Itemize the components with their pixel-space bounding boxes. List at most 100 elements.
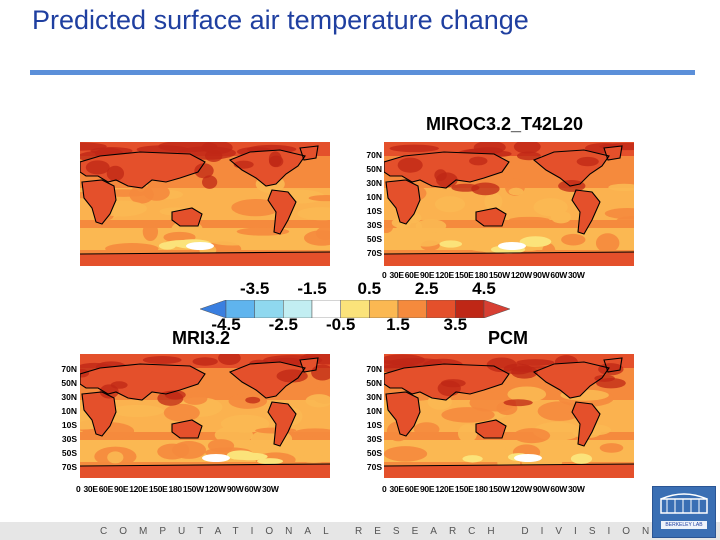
coastline [532,149,610,187]
field-blob [308,195,330,202]
land-warming [384,464,634,478]
field-blob [550,210,572,224]
land-warming [82,180,116,224]
title-rule [30,70,695,75]
field-blob [508,216,550,223]
field-blob-arctic [389,144,439,153]
land-warming [172,208,202,226]
field-blob [608,183,634,192]
coastline [384,151,510,189]
panel-title-miroc: MIROC3.2_T42L20 [426,114,584,134]
coastline [171,419,203,439]
field-blob-arctic [473,142,506,154]
land-warming [534,362,609,398]
map-panel-mri [80,354,330,478]
field-low-spot [570,453,593,464]
field-blob [300,454,328,463]
land-hotspot [471,182,500,196]
field-blob [80,230,107,238]
coastline [81,391,117,437]
land-warming [80,252,330,266]
colorbar-extend-high [483,299,511,319]
field-blob [297,207,330,221]
land-hotspot [157,390,184,406]
field-min-spot [514,454,542,462]
footer-bar [0,522,720,540]
lat-axis-pcm: 70N 50N 30N 10N 10S 30S 50S 70S [366,364,382,472]
colorbar-label: -4.5 [211,315,241,334]
colorbar-label: -0.5 [326,315,356,334]
field-blob [142,222,159,242]
field-blob-arctic [192,357,218,366]
map-svg [80,354,330,478]
lat-axis-mri: 70N 50N 30N 10N 10S 30S 50S 70S [61,364,77,472]
field-blob [384,446,428,462]
colorbar-label: 2.5 [414,279,439,298]
field-blob [384,220,394,234]
field-blob [595,233,620,253]
field-blob [434,196,466,213]
field-blob [105,243,159,255]
field-blob [507,386,547,403]
coastline-antarctica [80,251,330,255]
field-low-spot [226,450,255,460]
field-blob [457,424,478,443]
land-warming [172,420,202,438]
land-hotspot [233,160,254,169]
land-warming [230,150,305,186]
field-low-spot [257,458,284,465]
logo-caption: BERKELEY LAB [661,521,707,529]
lat-axis-miroc: 70N 50N 30N 10N 10S 30S 50S 70S [366,150,382,258]
land-hotspot [204,150,223,162]
lon-axis-miroc: 0 30E60E90E120E150E180150W120W90W60W30W [382,270,585,280]
field-blob-arctic [516,151,541,161]
field-blob [604,208,634,220]
land-hotspot [85,160,110,175]
lon-axis-mri: 0 30E60E90E120E150E180150W120W90W60W30W [76,484,279,494]
coastline [385,179,421,225]
field-low-spot [158,242,176,250]
land-hotspot [486,357,517,373]
map-svg [384,354,634,478]
field-blob [163,403,200,422]
field-blob [561,233,586,246]
field-blob-arctic [516,359,555,366]
land-hotspot [194,163,214,179]
map-panel-1 [80,142,330,266]
field-low-spot [462,455,483,463]
colorbar-label: 3.5 [443,315,468,334]
field-blob [508,187,524,196]
field-blob [315,226,330,241]
coastline-antarctica [80,463,330,467]
land-warming [386,180,420,224]
field-blob [231,198,281,217]
land-hotspot [451,183,480,192]
field-blob [207,439,235,453]
land-hotspot [202,175,218,189]
field-min-spot [202,454,230,462]
land-warming [386,392,420,436]
panel-title-pcm: PCM [488,328,528,348]
colorbar-label: 0.5 [357,279,382,298]
coastline [385,391,421,437]
land-warming [384,252,634,266]
field-blob-arctic [136,145,189,154]
coastline [571,401,601,447]
coastline [228,149,306,187]
field-low-spot [519,236,552,248]
coastline [603,145,623,161]
land-warming [476,420,506,438]
coastline [81,179,117,225]
lab-building-icon [660,493,708,514]
field-blob [513,428,551,444]
coastline-antarctica [384,463,634,467]
coastline [384,363,510,401]
field-blob-arctic [513,142,541,154]
colorbar-svg [199,299,511,319]
land-hotspot [437,380,461,397]
map-panel-miroc [384,142,634,266]
coastline [267,401,297,447]
lon-axis-pcm: 0 30E60E90E120E150E180150W120W90W60W30W [382,484,585,494]
coastline [299,145,319,161]
coastline-antarctica [384,251,634,255]
